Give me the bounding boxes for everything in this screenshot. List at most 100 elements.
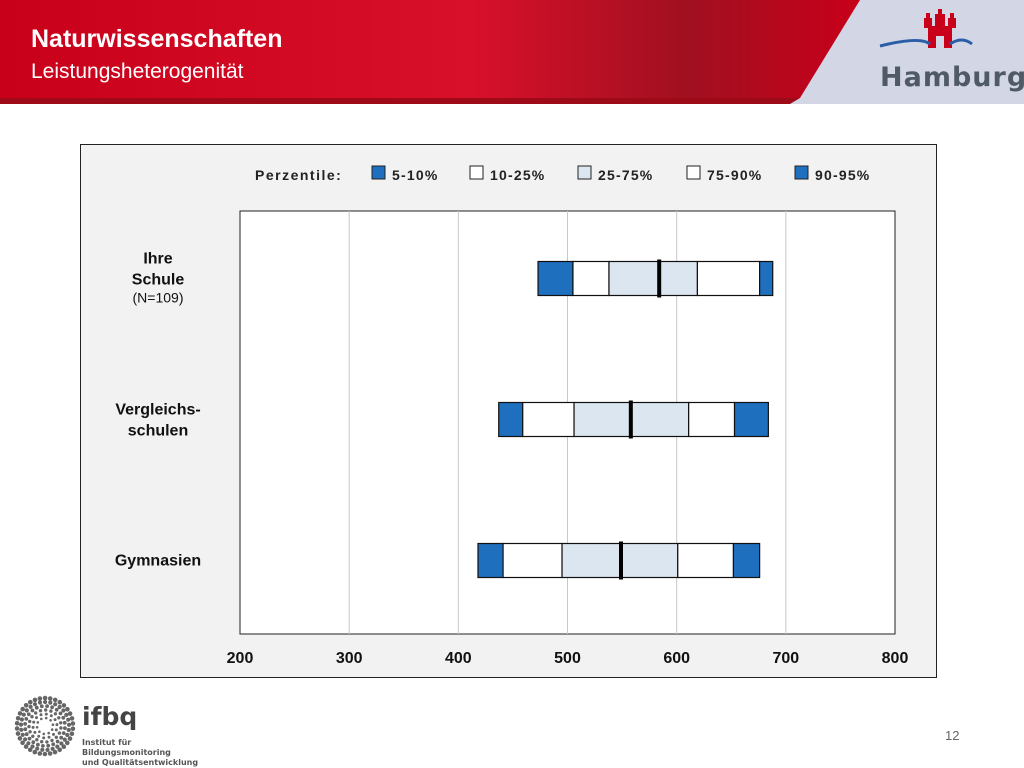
logo-dot: [47, 751, 53, 756]
logo-dot: [37, 696, 43, 701]
logo-dot: [70, 721, 76, 726]
logo-dot: [27, 724, 31, 729]
logo-dot: [30, 715, 34, 719]
segment-75-90: [688, 401, 736, 438]
logo-dot: [42, 751, 48, 757]
segment-90-95: [759, 260, 774, 297]
logo-dot: [23, 737, 28, 742]
legend-title: Perzentile:: [255, 167, 342, 183]
page-number: 12: [945, 728, 960, 743]
logo-dot: [27, 747, 33, 753]
logo-dot: [28, 699, 33, 705]
logo-dot: [62, 720, 67, 725]
logo-dot: [36, 721, 40, 724]
logo-dot: [39, 713, 43, 717]
logo-dot: [20, 740, 25, 746]
hamburg-logo-text: Hamburg: [880, 62, 1024, 93]
logo-dot: [24, 708, 29, 713]
logo-dot: [38, 709, 43, 713]
logo-dot: [67, 711, 73, 716]
logo-dot: [40, 747, 45, 752]
ifbq-logo-icon: [14, 695, 76, 757]
segment-5-10: [537, 260, 574, 297]
logo-dot: [33, 730, 37, 734]
logo-dot: [31, 725, 35, 729]
logo-dot: [19, 717, 24, 722]
logo-dot: [26, 741, 31, 746]
category-labels: Ihre Schule(N=109) Vergleichs-schulen Gymna…: [115, 251, 201, 570]
logo-dot: [50, 705, 54, 710]
logo-dot: [50, 728, 54, 731]
logo-dot: [57, 731, 62, 735]
logo-dot: [53, 718, 57, 722]
logo-dot: [42, 736, 46, 740]
logo-dot: [57, 704, 62, 710]
logo-dot: [28, 719, 32, 724]
logo-dot: [69, 731, 75, 736]
ifbq-logo-name: ifbq: [82, 702, 138, 731]
x-tick-label: 300: [336, 650, 363, 667]
logo-dot: [17, 711, 23, 716]
logo-dot: [65, 706, 70, 712]
logo-dot: [24, 717, 29, 721]
logo-dot: [23, 727, 28, 732]
ifbq-subtitle-line-1: Institut für Bildungsmonitoring: [82, 738, 171, 757]
logo-dot: [35, 746, 40, 751]
ifbq-subtitle-line-2: und Qualitätsentwicklung: [82, 758, 199, 767]
logo-dot: [53, 702, 58, 707]
logo-dot: [41, 744, 45, 748]
x-tick-label: 500: [554, 650, 581, 667]
category-label: Ihre: [143, 251, 172, 268]
x-tick-label: 800: [882, 650, 909, 667]
page-title: Naturwissenschaften: [31, 25, 283, 53]
legend-label: 10-25%: [490, 167, 545, 183]
logo-dot: [37, 700, 43, 705]
logo-dot: [65, 732, 70, 738]
logo-dot: [44, 712, 48, 716]
logo-dot: [61, 708, 66, 713]
logo-dot: [54, 728, 58, 732]
x-tick-label: 700: [772, 650, 799, 667]
segment-10-25: [522, 401, 575, 438]
logo-dot: [55, 739, 60, 744]
logo-dot: [43, 699, 48, 705]
x-tick-label: 200: [227, 650, 254, 667]
logo-dot: [57, 716, 61, 720]
logo-dot: [49, 709, 53, 713]
logo-dot: [31, 740, 36, 745]
category-label: Schule: [132, 272, 185, 289]
logo-dot: [20, 732, 25, 737]
logo-dot: [52, 697, 58, 703]
logo-dot: [37, 751, 43, 756]
logo-dot: [53, 712, 58, 716]
logo-dot: [38, 730, 41, 733]
logo-dot: [49, 714, 53, 718]
logo-dot: [32, 720, 36, 724]
logo-dot: [30, 708, 35, 713]
legend-swatch: [469, 165, 484, 180]
logo-dot: [36, 742, 40, 747]
legend-swatch: [371, 165, 386, 180]
category-note: (N=109): [133, 290, 184, 306]
segment-75-90: [677, 542, 735, 579]
segment-10-25: [572, 260, 610, 297]
logo-dot: [50, 746, 55, 751]
ifbq-logo-subtitle: Institut für Bildungsmonitoring und Qual…: [82, 738, 222, 768]
category-label: Vergleichs-: [115, 402, 200, 419]
category-label: schulen: [128, 423, 188, 440]
logo-dot: [30, 744, 35, 749]
logo-dot: [42, 695, 48, 701]
logo-dot: [23, 744, 29, 749]
logo-dot: [17, 736, 23, 741]
logo-dot: [59, 735, 64, 740]
legend-swatch: [577, 165, 592, 180]
logo-dot: [61, 744, 67, 749]
logo-dot: [65, 740, 70, 746]
logo-dot: [23, 703, 29, 708]
logo-dot: [47, 731, 50, 735]
logo-dot: [61, 731, 66, 735]
logo-dot: [23, 722, 27, 726]
segment-5-10: [498, 401, 524, 438]
segment-25-75: [608, 260, 699, 297]
logo-dot: [50, 738, 54, 743]
